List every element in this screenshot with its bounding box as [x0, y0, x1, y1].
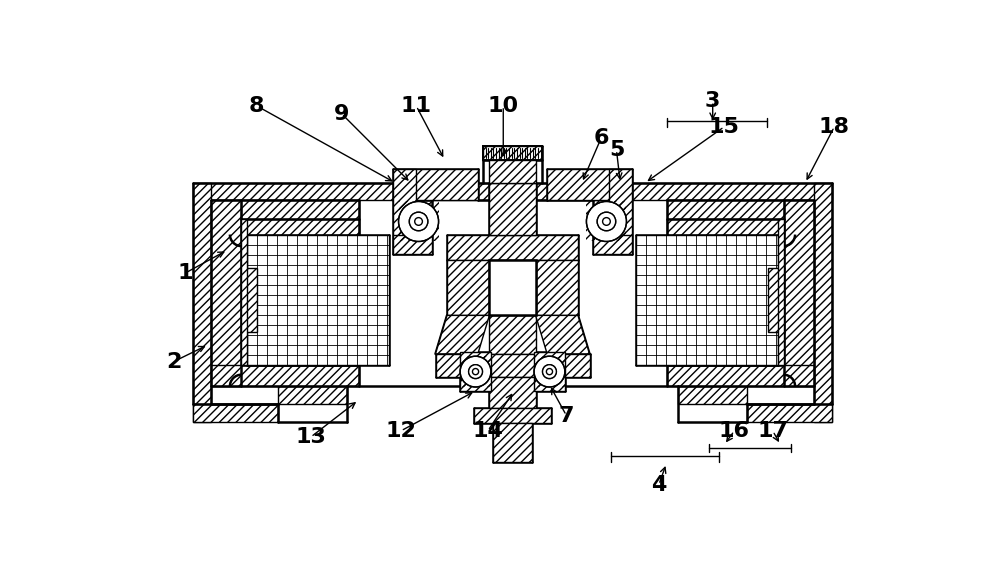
Polygon shape: [241, 267, 257, 332]
Text: 9: 9: [334, 104, 349, 124]
Polygon shape: [489, 160, 536, 183]
Polygon shape: [778, 219, 784, 366]
Polygon shape: [211, 366, 358, 386]
Circle shape: [415, 217, 422, 225]
Circle shape: [409, 212, 428, 231]
Polygon shape: [474, 408, 551, 423]
Circle shape: [586, 201, 626, 242]
Text: 6: 6: [593, 128, 609, 148]
Polygon shape: [493, 423, 532, 462]
Polygon shape: [278, 386, 347, 404]
Text: 2: 2: [166, 351, 181, 371]
Text: 8: 8: [249, 96, 265, 116]
Text: 11: 11: [401, 96, 432, 116]
Polygon shape: [678, 386, 747, 404]
Text: 16: 16: [719, 421, 750, 441]
Polygon shape: [747, 404, 832, 421]
Polygon shape: [636, 235, 778, 366]
Circle shape: [603, 217, 610, 225]
Circle shape: [546, 369, 553, 375]
Polygon shape: [241, 219, 358, 235]
Polygon shape: [447, 235, 578, 260]
Polygon shape: [211, 200, 241, 386]
Text: 14: 14: [472, 421, 503, 441]
Text: 15: 15: [709, 117, 740, 137]
Circle shape: [597, 212, 616, 231]
Circle shape: [472, 369, 479, 375]
Polygon shape: [536, 316, 590, 354]
Polygon shape: [512, 183, 832, 200]
Polygon shape: [593, 235, 632, 254]
Text: 3: 3: [705, 91, 720, 112]
Text: 5: 5: [609, 140, 624, 160]
Polygon shape: [447, 260, 489, 316]
Polygon shape: [393, 169, 478, 200]
Polygon shape: [609, 169, 632, 254]
Text: 4: 4: [651, 475, 666, 495]
Polygon shape: [489, 183, 536, 235]
Circle shape: [409, 212, 428, 231]
Polygon shape: [547, 169, 632, 200]
Text: 1: 1: [178, 263, 193, 283]
Polygon shape: [247, 235, 389, 366]
Polygon shape: [489, 377, 536, 408]
Polygon shape: [193, 183, 211, 421]
Polygon shape: [436, 316, 489, 354]
Polygon shape: [536, 260, 578, 316]
Circle shape: [597, 212, 616, 231]
Polygon shape: [460, 352, 491, 391]
Polygon shape: [666, 200, 814, 235]
Polygon shape: [784, 200, 814, 386]
Polygon shape: [393, 235, 432, 254]
Circle shape: [543, 365, 556, 378]
Polygon shape: [534, 352, 565, 391]
Circle shape: [546, 369, 553, 375]
Text: 10: 10: [488, 96, 519, 116]
Text: 12: 12: [385, 421, 416, 441]
Polygon shape: [768, 267, 784, 332]
Circle shape: [415, 217, 422, 225]
Polygon shape: [489, 316, 536, 354]
Polygon shape: [193, 183, 512, 200]
Polygon shape: [241, 219, 247, 366]
Text: 13: 13: [295, 427, 326, 447]
Polygon shape: [393, 169, 416, 254]
Circle shape: [543, 365, 556, 378]
Polygon shape: [483, 146, 542, 160]
Polygon shape: [489, 260, 536, 316]
Circle shape: [472, 369, 479, 375]
Circle shape: [603, 217, 610, 225]
Text: 17: 17: [757, 421, 788, 441]
Polygon shape: [436, 354, 590, 377]
Polygon shape: [666, 366, 814, 386]
Polygon shape: [211, 200, 358, 235]
Circle shape: [460, 356, 491, 387]
Polygon shape: [193, 404, 278, 421]
Polygon shape: [666, 219, 784, 235]
Circle shape: [399, 201, 439, 242]
Text: 7: 7: [559, 405, 574, 426]
Polygon shape: [489, 260, 536, 316]
Circle shape: [469, 365, 482, 378]
Text: 18: 18: [819, 117, 850, 137]
Circle shape: [534, 356, 565, 387]
Circle shape: [469, 365, 482, 378]
Polygon shape: [814, 183, 832, 421]
